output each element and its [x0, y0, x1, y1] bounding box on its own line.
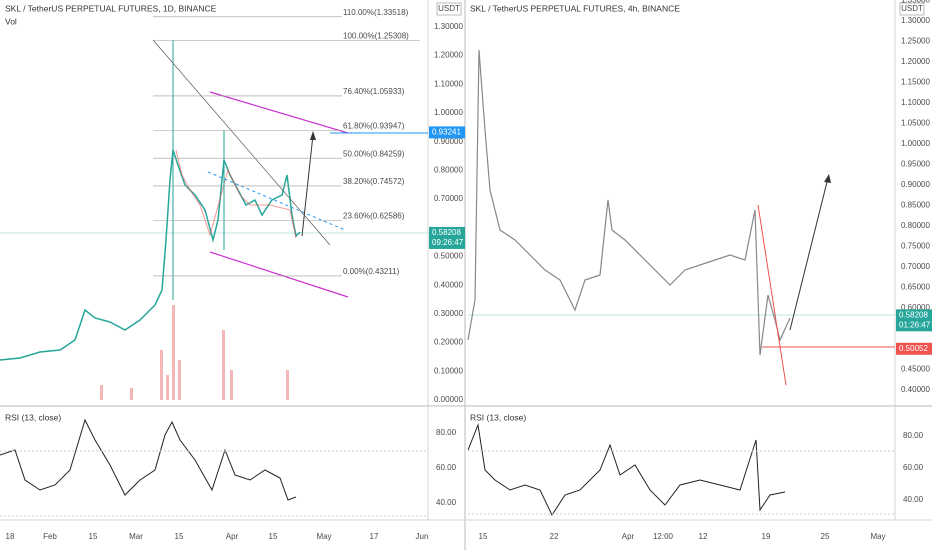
price-label: 1.10000 [434, 79, 463, 88]
fib-label: 100.00%(1.25308) [343, 31, 409, 40]
date-label: 18 [6, 532, 15, 541]
price-label: 1.20000 [901, 57, 930, 66]
price-label: 0.75000 [901, 242, 930, 251]
date-label: 22 [550, 532, 559, 541]
date-label: 15 [175, 532, 184, 541]
price-tag-label: 0.50052 [899, 344, 928, 353]
date-label: Apr [622, 532, 635, 541]
price-label: 0.20000 [434, 338, 463, 347]
price-candles [175, 149, 297, 239]
price-tag [429, 226, 465, 249]
date-label: Apr [226, 532, 239, 541]
countdown: 09:26:47 [432, 238, 464, 247]
price-label: 1.00000 [434, 108, 463, 117]
price-label: 0.70000 [901, 262, 930, 271]
arrow-head [310, 131, 316, 140]
price-tag [896, 309, 932, 332]
date-label: 12 [699, 532, 708, 541]
price-label: 0.65000 [901, 283, 930, 292]
price-tag-label: 0.58208 [899, 310, 928, 319]
price-label: 0.60000 [901, 303, 930, 312]
rsi-label: RSI (13, close) [470, 412, 526, 422]
projection-arrow [789, 177, 829, 331]
price-tag-label: 0.93241 [432, 128, 461, 137]
chart-title: SKL / TetherUS PERPETUAL FUTURES, 4h, BI… [470, 3, 680, 13]
rsi-axis-label: 60.00 [436, 463, 457, 472]
price-label: 0.40000 [901, 385, 930, 394]
currency-box[interactable] [899, 2, 925, 16]
price-label: 0.80000 [434, 166, 463, 175]
currency[interactable]: USDT [438, 4, 460, 13]
mid-line [207, 171, 346, 231]
price-label: 0.00000 [434, 395, 463, 404]
date-label: 12:00 [653, 532, 674, 541]
price-label: 0.30000 [434, 309, 463, 318]
projection-arrow [301, 134, 314, 237]
currency[interactable]: USDT [901, 4, 923, 13]
date-label: 19 [762, 532, 771, 541]
price-label: 0.45000 [901, 365, 930, 374]
date-label: 15 [89, 532, 98, 541]
fib-label: 38.20%(0.74572) [343, 177, 405, 186]
price-label: 1.00000 [901, 139, 930, 148]
fib-label: 0.00%(0.43211) [343, 267, 400, 276]
price-label: 0.95000 [901, 160, 930, 169]
rsi-axis-label: 80.00 [436, 428, 457, 437]
fib-label: 61.80%(0.93947) [343, 121, 405, 130]
rsi-axis-label: 40.00 [436, 498, 457, 507]
countdown: 01:26:47 [899, 320, 931, 329]
price-candles [467, 49, 791, 356]
date-label: May [870, 532, 885, 541]
price-label: 1.10000 [901, 98, 930, 107]
rsi-axis-label: 40.00 [903, 495, 924, 504]
price-label: 1.05000 [901, 119, 930, 128]
price-label: 1.15000 [901, 78, 930, 87]
rsi-axis-label: 60.00 [903, 463, 924, 472]
price-candles [0, 149, 301, 361]
channel-line [209, 91, 349, 134]
price-label: 1.30000 [434, 22, 463, 31]
price-tag [896, 342, 932, 355]
price-label: 0.70000 [434, 194, 463, 203]
rsi-label: RSI (13, close) [5, 412, 61, 422]
price-label: 0.90000 [434, 137, 463, 146]
date-label: 15 [479, 532, 488, 541]
date-label: Mar [129, 532, 143, 541]
currency-box[interactable] [436, 2, 462, 16]
rsi-line [467, 423, 786, 517]
arrow-head [824, 174, 831, 183]
price-label: 0.50000 [434, 252, 463, 261]
volume-label: Vol [5, 16, 17, 26]
date-label: 25 [821, 532, 830, 541]
date-label: 17 [370, 532, 379, 541]
price-tag [429, 126, 465, 139]
price-label: 0.80000 [901, 221, 930, 230]
price-label: 1.35000 [901, 0, 930, 5]
price-label: 1.20000 [434, 51, 463, 60]
fib-label: 76.40%(1.05933) [343, 87, 405, 96]
price-label: 1.30000 [901, 16, 930, 25]
rsi-axis-label: 80.00 [903, 431, 924, 440]
price-label: 0.10000 [434, 366, 463, 375]
price-tag-label: 0.58208 [432, 228, 461, 237]
date-label: 15 [269, 532, 278, 541]
chart-title: SKL / TetherUS PERPETUAL FUTURES, 1D, BI… [5, 3, 217, 13]
channel-line [209, 251, 349, 298]
fib-label: 50.00%(0.84259) [343, 149, 405, 158]
price-label: 1.25000 [901, 37, 930, 46]
volume-bars [100, 305, 289, 400]
date-label: Feb [43, 532, 57, 541]
price-label: 0.40000 [434, 280, 463, 289]
date-label: Jun [416, 532, 429, 541]
trend-line [757, 204, 787, 386]
fib-label: 23.60%(0.62586) [343, 211, 405, 220]
price-label: 0.90000 [901, 180, 930, 189]
fib-label: 110.00%(1.33518) [343, 8, 409, 17]
rsi-line [0, 418, 297, 501]
date-label: May [316, 532, 331, 541]
trend-line [152, 39, 331, 246]
price-label: 0.85000 [901, 201, 930, 210]
